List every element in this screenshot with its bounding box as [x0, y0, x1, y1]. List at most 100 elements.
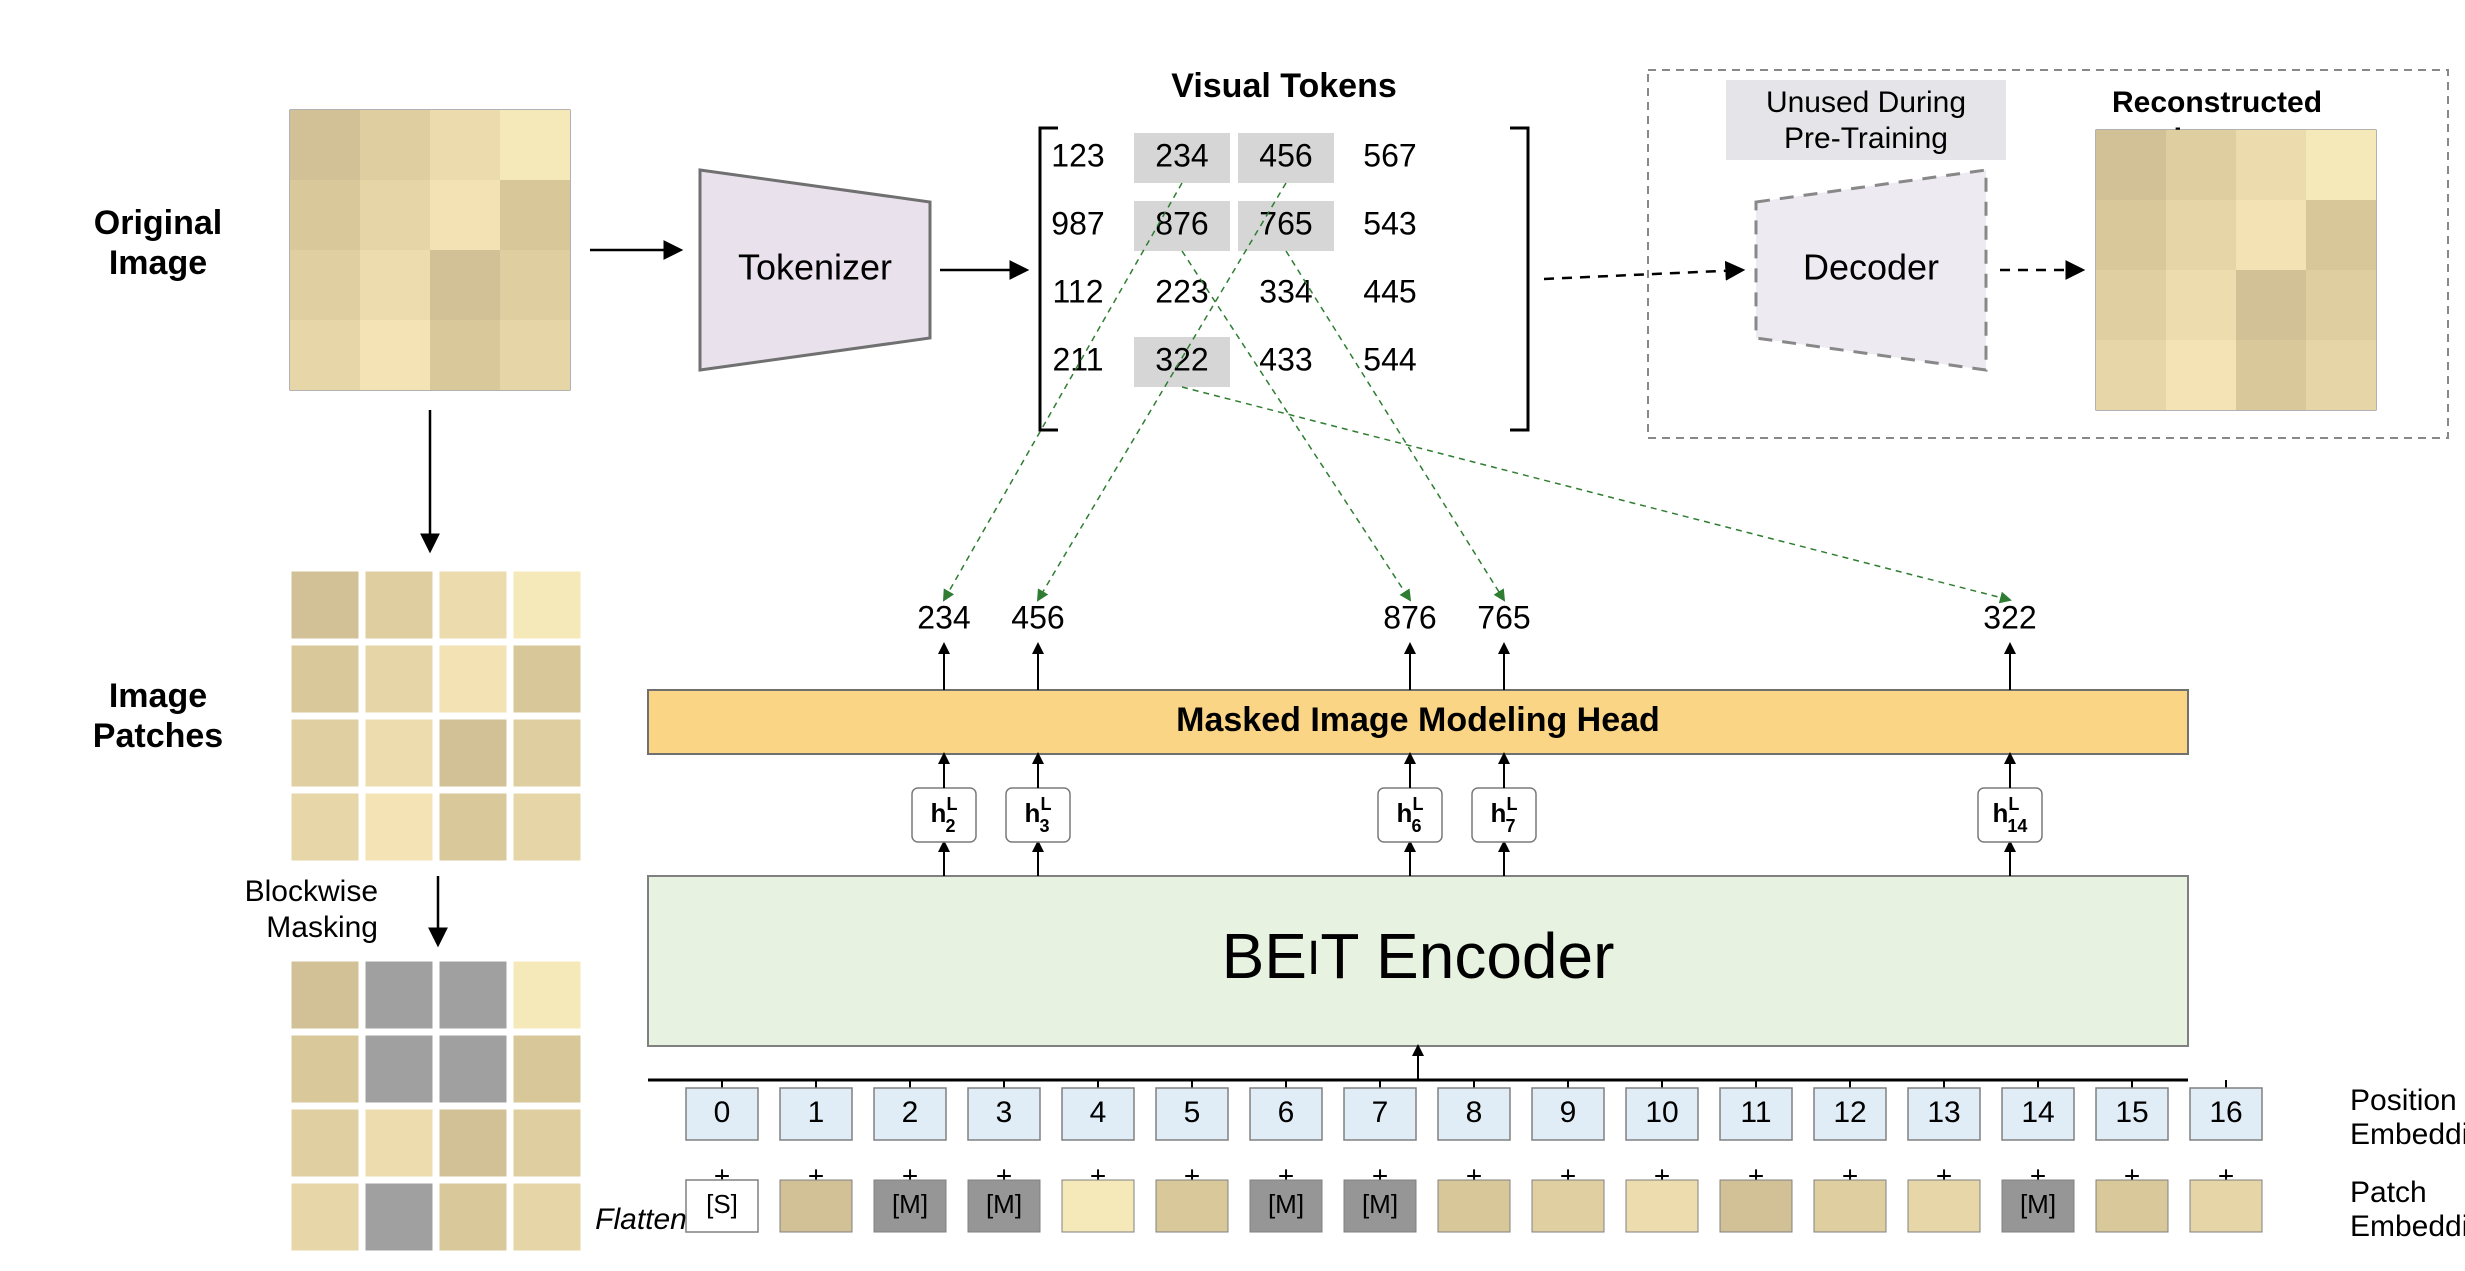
position-embedding-value: 7	[1372, 1096, 1389, 1129]
label-position-embedding-2: Embedding	[2350, 1118, 2465, 1151]
visual-token: 876	[1155, 205, 1208, 241]
label-patch-embedding-2: Embedding	[2350, 1210, 2465, 1243]
patch-embedding-box	[2190, 1180, 2262, 1232]
original-image-region	[500, 180, 570, 250]
patch-embedding-box	[1626, 1180, 1698, 1232]
visual-token: 112	[1052, 273, 1103, 309]
image-patch	[512, 792, 582, 862]
visual-token: 987	[1051, 205, 1104, 241]
position-embedding-value: 10	[1645, 1096, 1678, 1129]
position-embedding-value: 14	[2021, 1096, 2054, 1129]
position-embedding-value: 12	[1833, 1096, 1866, 1129]
image-patch	[290, 792, 360, 862]
image-patch	[364, 644, 434, 714]
reconstructed-image-region	[2096, 270, 2166, 340]
patch-embedding-box	[1438, 1180, 1510, 1232]
label-image-patches-2: Patches	[93, 717, 223, 755]
predicted-token: 234	[917, 599, 970, 635]
position-embedding-value: 9	[1560, 1096, 1577, 1129]
visible-patch	[364, 1108, 434, 1178]
visual-token: 211	[1052, 341, 1103, 377]
visible-patch	[290, 960, 360, 1030]
patch-embedding-box	[1908, 1180, 1980, 1232]
label-position-embedding-1: Position	[2350, 1084, 2457, 1117]
patch-embedding-box	[1720, 1180, 1792, 1232]
mask-token-label: [M]	[1362, 1189, 1398, 1219]
original-image-region	[360, 110, 430, 180]
visible-patch	[512, 1034, 582, 1104]
position-embedding-value: 5	[1184, 1096, 1201, 1129]
label-mim-head: Masked Image Modeling Head	[1176, 701, 1660, 739]
reconstructed-image-region	[2096, 340, 2166, 410]
masked-patch	[364, 960, 434, 1030]
visual-token: 322	[1155, 341, 1208, 377]
visible-patch	[512, 1182, 582, 1252]
visible-patch	[438, 1182, 508, 1252]
visual-token: 334	[1259, 273, 1312, 309]
visual-token: 765	[1259, 205, 1312, 241]
patch-embedding-box	[1814, 1180, 1886, 1232]
position-embedding-value: 4	[1090, 1096, 1107, 1129]
masked-patch	[438, 1034, 508, 1104]
visible-patch	[512, 960, 582, 1030]
label-decoder: Decoder	[1803, 247, 1939, 288]
masked-patch	[364, 1182, 434, 1252]
predicted-token: 876	[1383, 599, 1436, 635]
image-patch	[364, 718, 434, 788]
start-token-label: [S]	[706, 1189, 738, 1219]
position-embedding-value: 3	[996, 1096, 1013, 1129]
visible-patch	[512, 1108, 582, 1178]
label-visual-tokens: Visual Tokens	[1171, 67, 1397, 105]
mask-token-label: [M]	[2020, 1189, 2056, 1219]
label-tokenizer: Tokenizer	[738, 247, 892, 288]
reconstructed-image-region	[2306, 200, 2376, 270]
visual-token: 544	[1363, 341, 1416, 377]
label-masking: Masking	[266, 911, 378, 944]
original-image-region	[290, 110, 360, 180]
original-image-region	[360, 250, 430, 320]
image-patch	[438, 570, 508, 640]
original-image-region	[290, 250, 360, 320]
position-embedding-value: 15	[2115, 1096, 2148, 1129]
image-patch	[290, 644, 360, 714]
position-embedding-value: 6	[1278, 1096, 1295, 1129]
mask-token-label: [M]	[1268, 1189, 1304, 1219]
visual-token: 456	[1259, 137, 1312, 173]
link-token-to-prediction	[1182, 387, 2010, 600]
predicted-token: 456	[1011, 599, 1064, 635]
visible-patch	[290, 1108, 360, 1178]
label-flatten: Flatten	[595, 1203, 687, 1236]
image-patch	[438, 644, 508, 714]
position-embedding-value: 1	[808, 1096, 825, 1129]
arrow-tokens-to-decoder	[1544, 270, 1742, 279]
visual-token: 567	[1363, 137, 1416, 173]
patch-embedding-box	[1532, 1180, 1604, 1232]
mask-token-label: [M]	[986, 1189, 1022, 1219]
visible-patch	[290, 1182, 360, 1252]
reconstructed-image-region	[2236, 340, 2306, 410]
image-patch	[290, 718, 360, 788]
original-image-region	[290, 320, 360, 390]
reconstructed-image-region	[2306, 130, 2376, 200]
reconstructed-image-region	[2166, 270, 2236, 340]
mask-token-label: [M]	[892, 1189, 928, 1219]
visual-token: 123	[1051, 137, 1104, 173]
predicted-token: 322	[1983, 599, 2036, 635]
original-image-region	[360, 320, 430, 390]
original-image-region	[430, 320, 500, 390]
reconstructed-image-region	[2096, 200, 2166, 270]
reconstructed-image-region	[2166, 130, 2236, 200]
original-image-region	[500, 110, 570, 180]
position-embedding-value: 2	[902, 1096, 919, 1129]
label-unused-1: Unused During	[1766, 86, 1966, 119]
reconstructed-image-region	[2236, 200, 2306, 270]
label-reconstructed-1: Reconstructed	[2112, 86, 2322, 119]
position-embedding-value: 11	[1740, 1096, 1771, 1129]
image-patch	[438, 718, 508, 788]
patch-embedding-box	[1156, 1180, 1228, 1232]
visible-patch	[290, 1034, 360, 1104]
original-image-region	[430, 110, 500, 180]
position-embedding-value: 0	[714, 1096, 731, 1129]
original-image-region	[430, 180, 500, 250]
position-embedding-value: 8	[1466, 1096, 1483, 1129]
